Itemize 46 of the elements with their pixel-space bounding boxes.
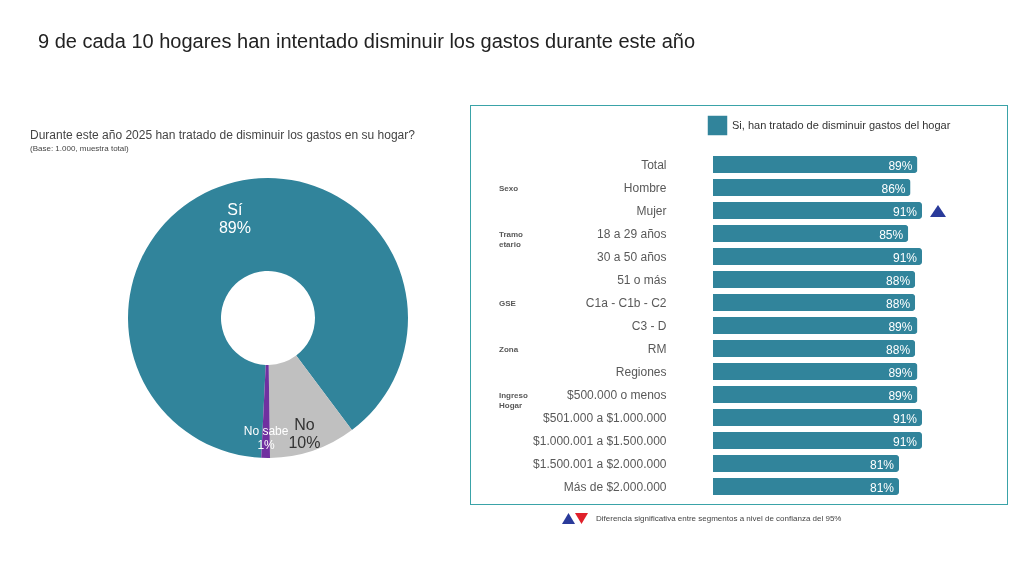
- data-label: 88%: [886, 296, 911, 311]
- data-label: 91%: [892, 250, 918, 265]
- y-tick-label: Más de $2.000.000: [563, 479, 667, 494]
- y-tick-label: $1.000.001 a $1.500.000: [533, 433, 667, 448]
- data-label: 86%: [881, 181, 906, 196]
- data-label: 89%: [888, 319, 913, 334]
- y-tick-label: C3 - D: [631, 318, 667, 333]
- chart-title: 9 de cada 10 hogares han intentado disminuir los gastos durante este año: [38, 30, 696, 53]
- text: GSE: [499, 298, 517, 308]
- text: Diferencia significativa entre segmentos a nivel de confianza del 95%: [596, 514, 842, 523]
- data-label: 1%: [257, 437, 276, 452]
- data-label: 10%: [288, 433, 321, 451]
- data-label: 85%: [879, 227, 904, 242]
- legend-label: Si, han tratado de disminuir gastos del hogar: [732, 118, 951, 131]
- data-label: 91%: [892, 204, 918, 219]
- y-tick-label: Regiones: [615, 364, 667, 379]
- data-label: 89%: [888, 388, 913, 403]
- chart-subtitle: Durante este año 2025 han tratado de disminuir los gastos en su hogar?: [30, 128, 416, 142]
- text: Zona: [499, 344, 519, 354]
- slice-label: No: [294, 415, 315, 433]
- y-tick-label: 51 o más: [617, 272, 667, 287]
- data-label: 91%: [892, 434, 918, 449]
- y-tick-label: $501.000 a $1.000.000: [543, 410, 667, 425]
- text: Sexo: [499, 183, 519, 193]
- y-tick-label: $500.000 o menos: [567, 387, 667, 402]
- data-label: 88%: [886, 273, 911, 288]
- text: (Base: 1.000, muestra total): [30, 144, 130, 153]
- data-label: 89%: [888, 158, 913, 173]
- text: Tramo etario: [499, 229, 524, 249]
- data-label: 81%: [870, 457, 895, 472]
- y-tick-label: Mujer: [636, 203, 667, 218]
- y-tick-label: RM: [647, 341, 667, 356]
- y-tick-label: Total: [641, 157, 667, 172]
- data-label: 89%: [218, 218, 251, 236]
- slice-label: Sí: [227, 200, 244, 218]
- data-label: 91%: [892, 411, 918, 426]
- data-label: 81%: [870, 480, 895, 495]
- y-tick-label: C1a - C1b - C2: [585, 295, 667, 310]
- data-label: 89%: [888, 365, 913, 380]
- donut-slice: [128, 178, 408, 458]
- y-tick-label: $1.500.001 a $2.000.000: [533, 456, 667, 471]
- y-tick-label: 18 a 29 años: [597, 226, 667, 241]
- data-label: 88%: [886, 342, 911, 357]
- text: Ingreso Hogar: [499, 390, 529, 410]
- y-tick-label: 30 a 50 años: [597, 249, 667, 264]
- y-tick-label: Hombre: [623, 180, 667, 195]
